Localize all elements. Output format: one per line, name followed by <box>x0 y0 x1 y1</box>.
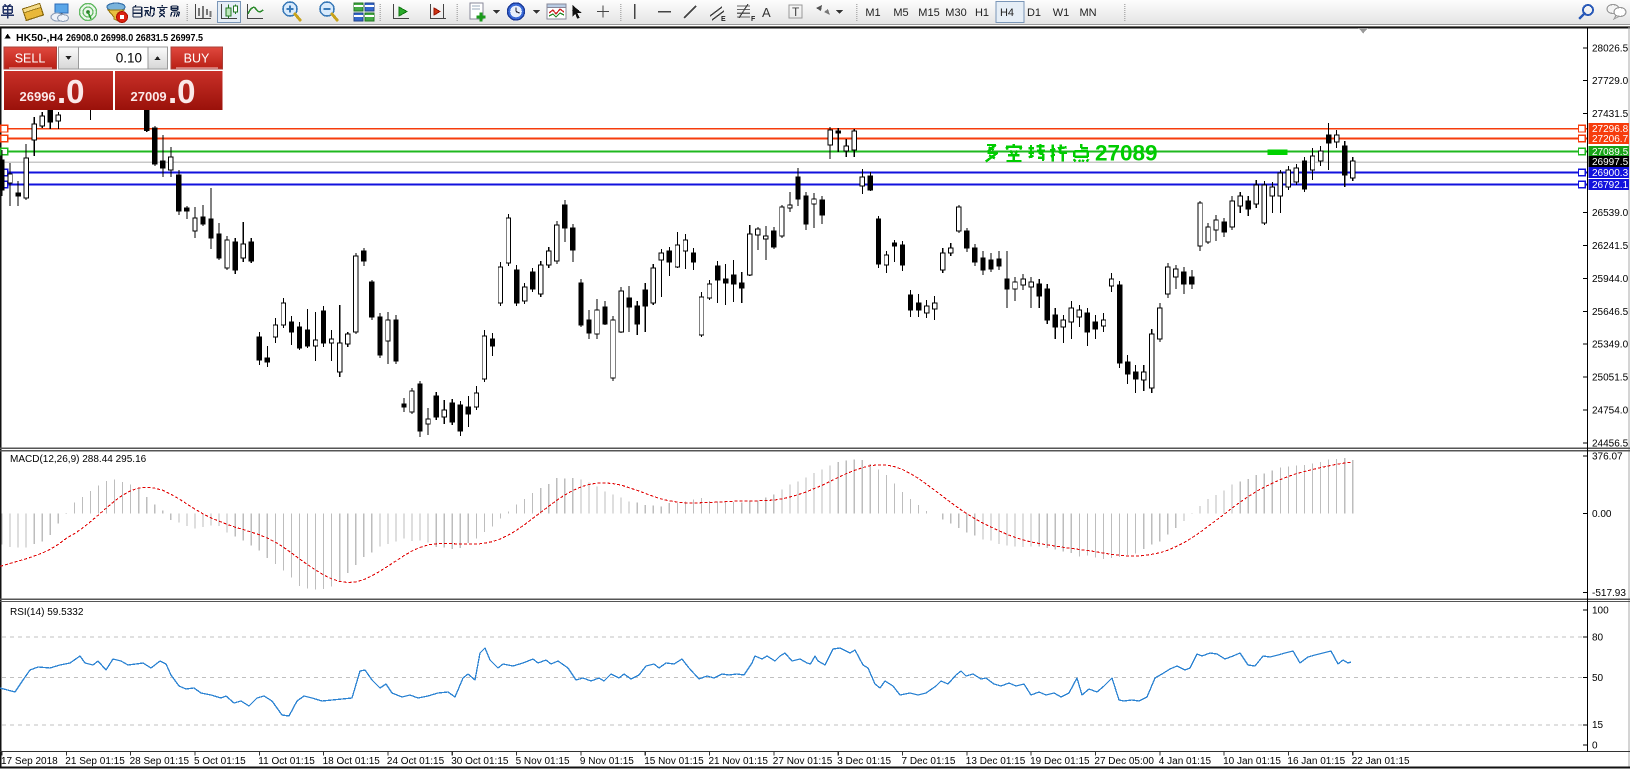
svg-text:5 Oct 01:15: 5 Oct 01:15 <box>194 756 246 767</box>
svg-text:18 Oct 01:15: 18 Oct 01:15 <box>323 756 381 767</box>
svg-text:25944.0: 25944.0 <box>1592 274 1629 285</box>
svg-text:0: 0 <box>1592 741 1598 752</box>
svg-text:11 Oct 01:15: 11 Oct 01:15 <box>258 756 315 767</box>
svg-text:80: 80 <box>1592 633 1604 644</box>
svg-text:26908.0 26998.0 26831.5 26997.: 26908.0 26998.0 26831.5 26997.5 <box>66 32 203 44</box>
svg-text:M15: M15 <box>918 7 939 19</box>
svg-text:13 Dec 01:15: 13 Dec 01:15 <box>966 756 1026 767</box>
svg-text:26900.3: 26900.3 <box>1592 168 1629 179</box>
svg-text:27206.7: 27206.7 <box>1592 134 1629 145</box>
svg-text:376.07: 376.07 <box>1592 452 1623 463</box>
svg-text:27089: 27089 <box>1095 141 1158 166</box>
svg-text:26792.1: 26792.1 <box>1592 180 1629 191</box>
svg-text:24456.5: 24456.5 <box>1592 439 1629 450</box>
svg-text:26996: 26996 <box>20 89 56 104</box>
svg-text:25349.0: 25349.0 <box>1592 340 1629 351</box>
svg-text:H4: H4 <box>1000 7 1014 19</box>
svg-text:17 Sep 2018: 17 Sep 2018 <box>1 756 58 767</box>
svg-text:24754.0: 24754.0 <box>1592 406 1629 417</box>
svg-text:SELL: SELL <box>15 52 46 66</box>
svg-text:4 Jan 01:15: 4 Jan 01:15 <box>1159 756 1212 767</box>
svg-text:D1: D1 <box>1027 7 1041 19</box>
svg-text:27 Dec 05:00: 27 Dec 05:00 <box>1094 756 1154 767</box>
svg-text:26241.5: 26241.5 <box>1592 241 1629 252</box>
svg-text:15: 15 <box>1592 720 1604 731</box>
svg-text:HK50-,H4: HK50-,H4 <box>16 32 63 44</box>
svg-text:-517.93: -517.93 <box>1592 588 1626 599</box>
svg-text:26997.5: 26997.5 <box>1592 157 1629 168</box>
svg-text:28 Sep 01:15: 28 Sep 01:15 <box>130 756 190 767</box>
svg-text:10 Jan 01:15: 10 Jan 01:15 <box>1223 756 1281 767</box>
svg-text:27 Nov 01:15: 27 Nov 01:15 <box>773 756 833 767</box>
svg-text:15 Nov 01:15: 15 Nov 01:15 <box>644 756 704 767</box>
svg-text:A: A <box>762 5 771 20</box>
svg-text:21 Nov 01:15: 21 Nov 01:15 <box>709 756 769 767</box>
svg-text:27729.0: 27729.0 <box>1592 76 1629 87</box>
svg-text:H1: H1 <box>975 7 989 19</box>
svg-text:M30: M30 <box>945 7 966 19</box>
svg-text:26539.0: 26539.0 <box>1592 208 1629 219</box>
svg-text:27296.8: 27296.8 <box>1592 124 1629 135</box>
svg-text:100: 100 <box>1592 606 1609 617</box>
svg-text:22 Jan 01:15: 22 Jan 01:15 <box>1352 756 1410 767</box>
svg-text:27009: 27009 <box>131 89 167 104</box>
svg-text:F: F <box>751 16 756 23</box>
svg-text:5 Nov 01:15: 5 Nov 01:15 <box>516 756 570 767</box>
svg-text:7 Dec 01:15: 7 Dec 01:15 <box>902 756 956 767</box>
svg-text:MACD(12,26,9) 288.44 295.16: MACD(12,26,9) 288.44 295.16 <box>10 454 147 465</box>
svg-text:W1: W1 <box>1053 7 1070 19</box>
svg-text:9 Nov 01:15: 9 Nov 01:15 <box>580 756 634 767</box>
svg-text:27089.5: 27089.5 <box>1592 147 1629 158</box>
svg-text:MN: MN <box>1079 7 1096 19</box>
svg-text:27431.5: 27431.5 <box>1592 109 1629 120</box>
svg-text:30 Oct 01:15: 30 Oct 01:15 <box>451 756 509 767</box>
svg-text:M1: M1 <box>865 7 880 19</box>
svg-text:RSI(14) 59.5332: RSI(14) 59.5332 <box>10 607 84 618</box>
svg-text:T: T <box>792 5 800 19</box>
svg-text:3 Dec 01:15: 3 Dec 01:15 <box>837 756 891 767</box>
svg-text:BUY: BUY <box>184 52 210 66</box>
svg-text:M5: M5 <box>893 7 908 19</box>
svg-text:50: 50 <box>1592 673 1604 684</box>
svg-text:19 Dec 01:15: 19 Dec 01:15 <box>1030 756 1090 767</box>
svg-text:.0: .0 <box>168 73 196 110</box>
svg-text:28026.5: 28026.5 <box>1592 43 1629 54</box>
svg-text:.0: .0 <box>57 73 85 110</box>
svg-text:25051.5: 25051.5 <box>1592 373 1629 384</box>
svg-text:0.10: 0.10 <box>116 51 142 66</box>
svg-text:16 Jan 01:15: 16 Jan 01:15 <box>1287 756 1345 767</box>
svg-text:E: E <box>721 16 726 23</box>
svg-text:21 Sep 01:15: 21 Sep 01:15 <box>65 756 125 767</box>
svg-text:0.00: 0.00 <box>1592 509 1612 520</box>
svg-text:24 Oct 01:15: 24 Oct 01:15 <box>387 756 445 767</box>
svg-text:25646.5: 25646.5 <box>1592 307 1629 318</box>
